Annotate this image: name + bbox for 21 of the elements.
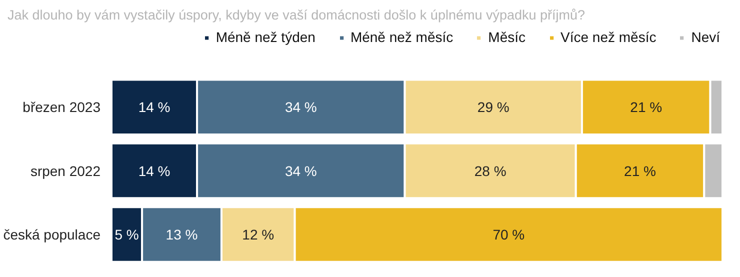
- data-label: 34 %: [284, 99, 317, 116]
- data-label: 34 %: [284, 162, 317, 179]
- chart-title: Jak dlouho by vám vystačily úspory, kdyby ve vaší domácnosti došlo k úplnému výpadku příjmů?: [8, 8, 586, 22]
- y-tick-label: březen 2023: [22, 99, 101, 116]
- data-label: 13 %: [166, 226, 198, 242]
- data-label: 28 %: [474, 162, 506, 179]
- data-label: 29 %: [477, 99, 510, 116]
- data-label: 21 %: [630, 99, 662, 116]
- y-tick-label: srpen 2022: [30, 162, 101, 179]
- data-label: 14 %: [138, 162, 170, 179]
- data-label: 12 %: [242, 226, 274, 242]
- legend-label: Méně než měsíc: [350, 29, 454, 45]
- data-label: 14 %: [138, 99, 170, 116]
- data-label: 21 %: [624, 162, 656, 179]
- legend-label: Méně než týden: [216, 29, 316, 45]
- data-label: 70 %: [492, 226, 525, 242]
- legend-label: Měsíc: [488, 29, 526, 45]
- legend-label: Více než měsíc: [560, 29, 656, 45]
- y-tick-label: česká populace: [3, 226, 101, 242]
- data-label: 5 %: [114, 226, 139, 242]
- legend-label: Neví: [691, 29, 720, 45]
